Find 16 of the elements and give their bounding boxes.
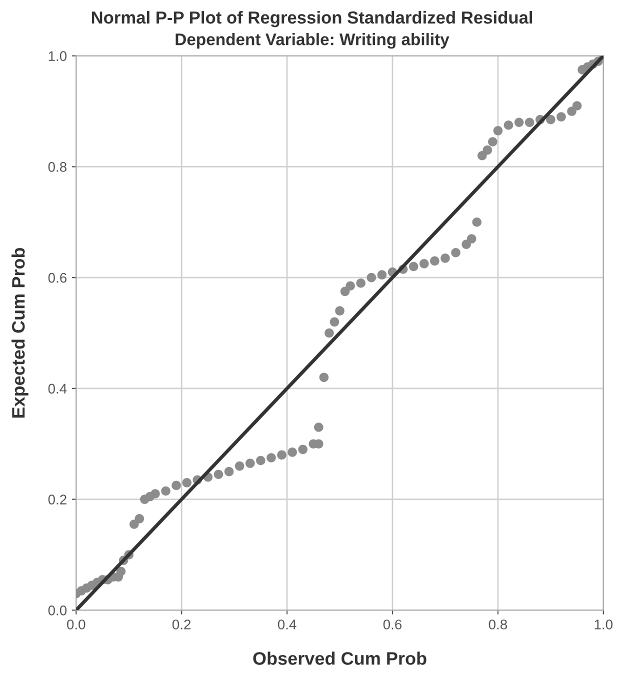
y-axis-title: Expected Cum Prob — [12, 248, 28, 418]
y-tick-label: 0.4 — [48, 384, 67, 394]
y-tick-label: 0.2 — [48, 494, 66, 504]
x-tick-label: 1.0 — [594, 620, 613, 630]
x-tick-label: 0.8 — [488, 620, 508, 630]
x-axis-title: Observed Cum Prob — [253, 652, 426, 665]
chart-subtitle: Dependent Variable: Writing ability — [176, 33, 450, 49]
x-tick-label: 0.6 — [383, 620, 402, 630]
x-tick-label: 0.2 — [172, 620, 191, 630]
y-tick-label: 0.0 — [48, 606, 67, 616]
y-tick-label: 0.6 — [48, 272, 66, 283]
chart-title: Normal P-P Plot of Regression Standardized Residual — [92, 10, 532, 28]
x-tick-label: 0.0 — [67, 620, 86, 630]
x-tick-label: 0.4 — [278, 620, 296, 630]
y-tick-label: 0.8 — [48, 162, 66, 172]
y-tick-label: 1.0 — [48, 51, 67, 62]
